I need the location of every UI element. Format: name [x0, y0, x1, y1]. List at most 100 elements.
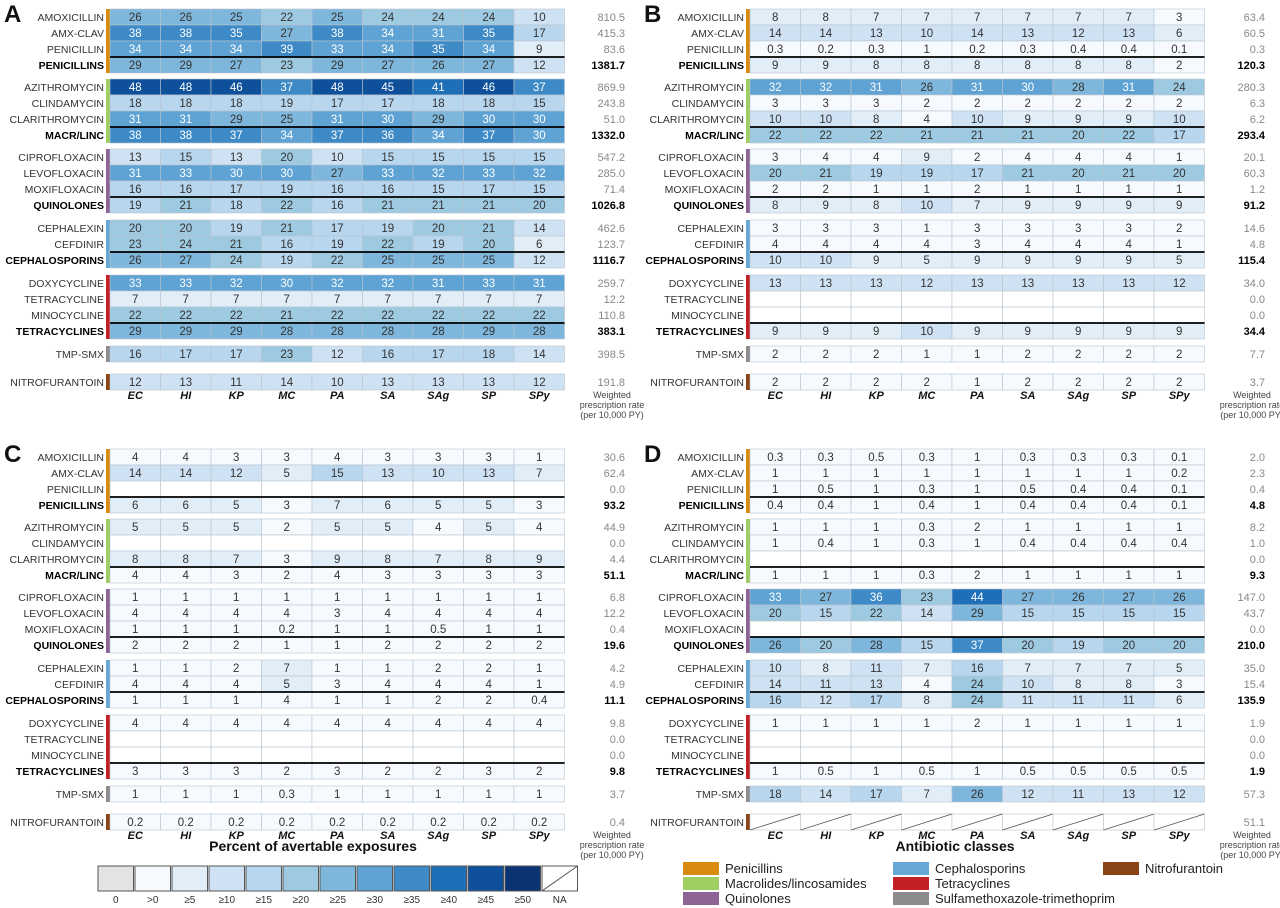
- heatmap-cell: [362, 730, 414, 748]
- rate-value: 51.1: [1244, 817, 1265, 829]
- cell-value: 31: [129, 168, 142, 180]
- cell-value: 25: [381, 255, 394, 267]
- cell-value: 21: [230, 239, 243, 251]
- heatmap-cell: [1052, 746, 1104, 764]
- cell-value: 2: [873, 349, 879, 361]
- cell-value: 1: [823, 718, 829, 730]
- cell-value: 1: [183, 592, 189, 604]
- cell-value: 14: [280, 377, 293, 389]
- cell-value: 2: [435, 640, 441, 652]
- cell-value: 20: [1072, 130, 1085, 142]
- cell-value: 7: [873, 12, 879, 24]
- legend-title: Percent of avertable exposures: [209, 838, 417, 854]
- cell-value: 2: [873, 377, 879, 389]
- class-legend-swatch: [683, 877, 719, 890]
- cell-value: 1: [1126, 184, 1132, 196]
- cell-value: 3: [334, 608, 340, 620]
- cell-value: 37: [482, 130, 495, 142]
- rate-value: 1026.8: [591, 200, 625, 212]
- cell-value: 15: [920, 640, 933, 652]
- row-label: CEPHALEXIN: [37, 223, 104, 235]
- class-color-bar: [746, 715, 752, 779]
- cell-value: 10: [920, 200, 933, 212]
- legend-bin-label: ≥5: [184, 895, 195, 906]
- cell-value: 1: [1075, 468, 1081, 480]
- heatmap-cell: [311, 480, 363, 498]
- heatmap-cell: [1002, 550, 1054, 568]
- column-label: KP: [229, 390, 245, 402]
- cell-value: 15: [1021, 608, 1034, 620]
- cell-value: 20: [819, 640, 832, 652]
- cell-value: 1: [873, 718, 879, 730]
- cell-value: 25: [331, 12, 344, 24]
- heatmap-cell: [412, 730, 464, 748]
- cell-value: 9: [1176, 326, 1182, 338]
- class-legend-swatch: [683, 862, 719, 875]
- heatmap-cell: [749, 730, 801, 748]
- legend-swatch: [430, 865, 467, 892]
- column-label: SA: [1020, 390, 1035, 402]
- cell-value: 1: [435, 789, 441, 801]
- class-color-bar: [106, 660, 112, 708]
- class-color-bar: [746, 79, 752, 143]
- cell-value: 26: [920, 82, 933, 94]
- cell-value: 1: [233, 789, 239, 801]
- cell-value: 32: [819, 82, 832, 94]
- cell-value: 8: [183, 554, 189, 566]
- cell-value: 33: [381, 168, 394, 180]
- rate-header-label: (per 10,000 PY): [580, 410, 644, 420]
- cell-value: 32: [230, 278, 243, 290]
- cell-value: 16: [971, 663, 984, 675]
- cell-value: 22: [533, 310, 546, 322]
- legend-bin-label: ≥15: [255, 895, 272, 906]
- class-color-bar: [746, 9, 752, 73]
- class-color-bar: [106, 519, 112, 583]
- cell-value: 0.3: [1020, 44, 1036, 56]
- cell-value: 1: [873, 484, 879, 496]
- cell-value: 30: [280, 168, 293, 180]
- cell-value: 13: [769, 278, 782, 290]
- heatmap-cell: [463, 730, 515, 748]
- cell-value: 3: [233, 766, 239, 778]
- legend-swatch: [208, 865, 245, 892]
- cell-value: 8: [974, 60, 980, 72]
- cell-value: 3: [486, 766, 492, 778]
- cell-value: 7: [435, 294, 441, 306]
- cell-value: 13: [1021, 28, 1034, 40]
- rate-value: 63.4: [1244, 12, 1265, 24]
- cell-value: 0.2: [329, 817, 345, 829]
- cell-value: 32: [381, 278, 394, 290]
- cell-value: 1: [536, 663, 542, 675]
- cell-value: 7: [974, 12, 980, 24]
- row-label: LEVOFLOXACIN: [23, 168, 104, 180]
- cell-value: 17: [870, 695, 883, 707]
- cell-value: 28: [533, 326, 546, 338]
- heatmap-cell: [109, 534, 161, 552]
- cell-value: 0.4: [531, 695, 548, 707]
- column-label: MC: [278, 830, 296, 842]
- legend-na-diagonal: [541, 865, 578, 892]
- cell-value: 24: [432, 12, 445, 24]
- cell-value: 23: [920, 592, 933, 604]
- cell-value: 9: [1025, 114, 1031, 126]
- cell-value: 7: [1075, 12, 1081, 24]
- cell-value: 0.3: [767, 452, 783, 464]
- cell-value: 2: [1126, 98, 1132, 110]
- rate-value: 62.4: [604, 468, 625, 480]
- heatmap-cell: [901, 620, 953, 638]
- heatmap-cell: [311, 730, 363, 748]
- cell-value: 24: [179, 239, 192, 251]
- cell-value: 9: [1075, 200, 1081, 212]
- cell-value: 20: [533, 200, 546, 212]
- cell-value: 1: [873, 570, 879, 582]
- heatmap-cell: [1052, 730, 1104, 748]
- panel-label: D: [644, 441, 661, 468]
- cell-value: 0.4: [1070, 484, 1087, 496]
- cell-value: 17: [179, 349, 192, 361]
- cell-value: 29: [179, 60, 192, 72]
- heatmap-cell: [800, 306, 852, 324]
- cell-value: 27: [230, 60, 243, 72]
- cell-value: 3: [284, 452, 290, 464]
- cell-value: 0.3: [279, 789, 295, 801]
- rate-value: 191.8: [597, 377, 625, 389]
